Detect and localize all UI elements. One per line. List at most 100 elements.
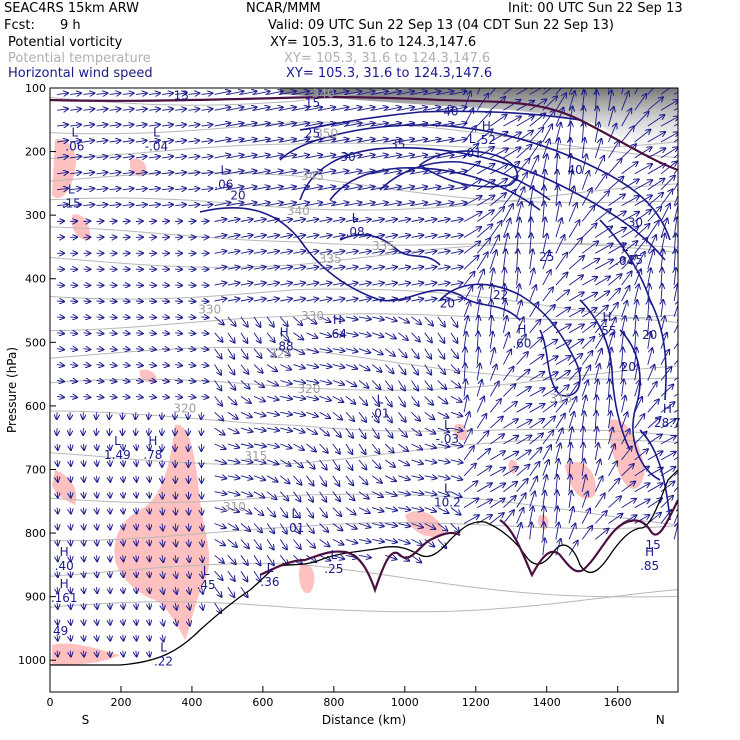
wind-vector: [214, 380, 222, 391]
wind-contour-label: 30: [628, 216, 643, 230]
wind-vector: [70, 634, 71, 641]
wind-vector: [123, 571, 124, 577]
wind-vector: [110, 539, 111, 545]
wind-vector: [660, 204, 670, 222]
wind-vector: [135, 93, 147, 94]
wind-vector: [293, 283, 305, 285]
wind-vector: [463, 196, 481, 206]
wind-vector: [70, 93, 81, 94]
wind-vector: [240, 460, 253, 463]
wind-vector: [503, 510, 514, 524]
extremum-value: .40: [55, 559, 74, 573]
y-tick-label: 300: [25, 209, 46, 222]
wind-vector: [293, 91, 309, 94]
wind-vector: [647, 399, 659, 413]
wind-vector: [543, 523, 544, 540]
wind-vector: [490, 483, 505, 493]
wind-vector: [673, 409, 678, 413]
wind-vector: [267, 251, 279, 253]
wind-vector: [529, 492, 535, 508]
wind-vector: [437, 364, 445, 375]
wind-vector: [214, 235, 227, 237]
wind-vector: [332, 349, 345, 351]
wind-vector: [83, 507, 84, 514]
wind-vector: [608, 124, 617, 143]
wind-vector: [293, 332, 303, 340]
wind-vector: [358, 555, 371, 557]
wind-vector: [530, 507, 533, 524]
wind-vector: [372, 524, 384, 527]
wind-vector: [437, 348, 445, 359]
wind-vector: [188, 412, 189, 419]
wind-vector: [398, 267, 410, 269]
wind-vector: [110, 634, 111, 641]
model-title: SEAC4RS 15km ARW: [4, 1, 140, 16]
wind-vector: [136, 634, 137, 641]
wind-vector: [202, 571, 203, 578]
wind-vector: [555, 253, 567, 270]
wind-vector: [634, 180, 653, 191]
wind-vector: [660, 419, 676, 429]
wind-vector: [306, 459, 315, 469]
wind-vector: [555, 218, 562, 238]
wind-vector: [70, 650, 71, 657]
wind-vector: [490, 499, 504, 508]
wind-vector: [57, 365, 64, 366]
wind-vector: [634, 432, 647, 445]
wind-vector: [503, 176, 517, 191]
wind-vector: [227, 187, 244, 190]
wind-vector: [660, 481, 675, 493]
wind-vector: [450, 476, 462, 480]
wind-vector: [162, 555, 163, 562]
wind-vector: [647, 417, 661, 429]
wind-vector: [332, 381, 344, 385]
wind-vector: [384, 412, 392, 422]
wind-vector: [634, 269, 641, 286]
wind-vector: [202, 602, 204, 610]
wind-vector: [358, 349, 370, 353]
wind-vector: [162, 333, 169, 334]
wind-vector: [70, 539, 71, 545]
wind-vector: [267, 202, 283, 205]
wind-vector: [214, 427, 225, 435]
wind-vector: [490, 284, 492, 302]
wind-vector: [595, 291, 609, 302]
wind-vector: [621, 227, 639, 238]
wind-vector: [240, 428, 253, 432]
wind-vector: [188, 156, 199, 158]
extremum-symbol: H: [60, 577, 69, 591]
wind-vector: [516, 387, 531, 397]
wind-vector: [332, 427, 341, 437]
wind-vector: [319, 251, 332, 253]
wind-vector: [437, 219, 450, 221]
wind-vector: [647, 365, 655, 381]
wind-vector: [568, 397, 576, 413]
wind-vector: [450, 267, 463, 269]
wind-vector: [332, 251, 345, 253]
wind-vector: [175, 156, 186, 158]
wind-vector: [568, 507, 573, 524]
wind-vector: [371, 475, 382, 483]
wind-vector: [253, 267, 266, 269]
wind-vector: [490, 468, 505, 477]
x-tick-label: 800: [323, 696, 344, 709]
extremum-symbol: H: [148, 434, 157, 448]
wind-vector: [358, 107, 375, 110]
wind-vector: [214, 171, 231, 174]
wind-vector: [175, 349, 182, 350]
wind-vector: [476, 270, 484, 286]
wind-vector: [319, 316, 331, 322]
wind-vector: [148, 156, 160, 158]
wind-speed-contour: [418, 150, 518, 188]
extremum-symbol: L: [114, 434, 121, 448]
wind-vector: [516, 508, 524, 524]
wind-vector: [319, 396, 331, 400]
wind-vector: [345, 380, 357, 387]
wind-vector: [122, 221, 130, 222]
extremum-value: -.03: [436, 432, 459, 446]
wind-vector: [463, 515, 479, 524]
wind-vector: [253, 570, 261, 581]
wind-vector: [385, 107, 401, 110]
wind-vector: [450, 155, 467, 158]
wind-vector: [83, 333, 90, 334]
